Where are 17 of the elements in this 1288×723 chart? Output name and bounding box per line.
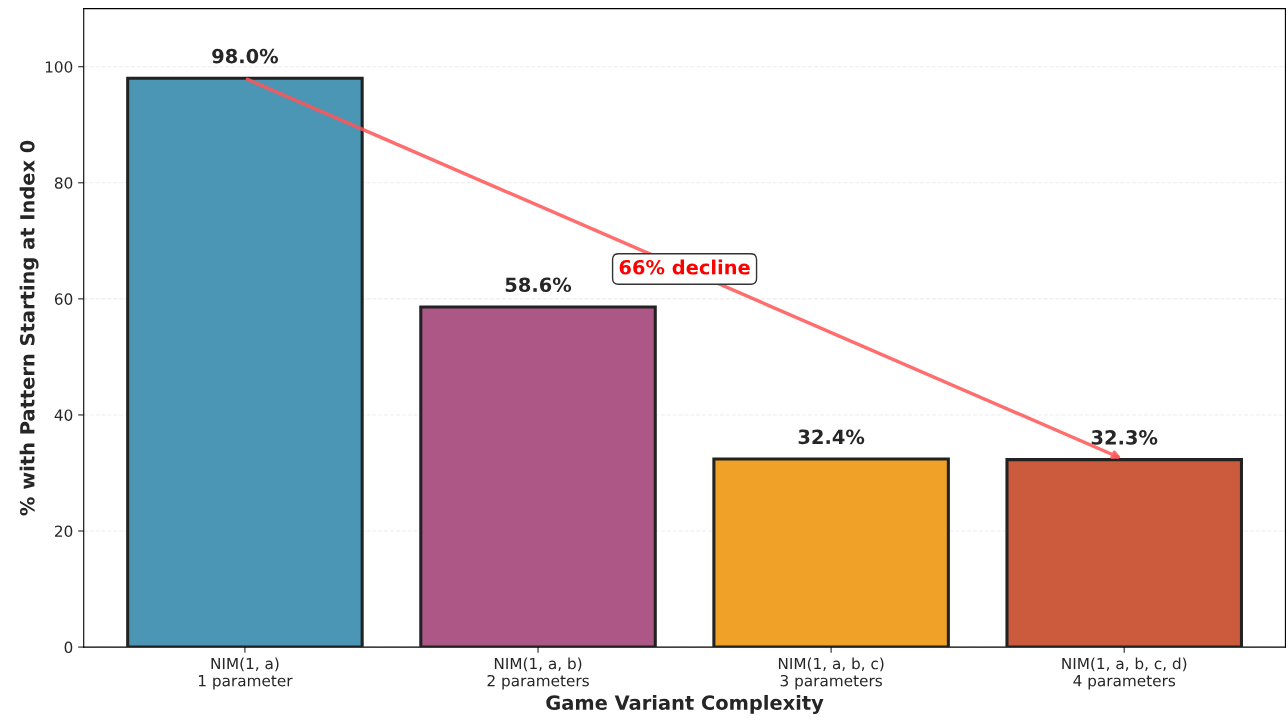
- y-tick-label: 0: [64, 641, 73, 654]
- data-label: 32.3%: [1091, 430, 1158, 445]
- x-tick-label: NIM(1, a) 1 parameter: [198, 657, 293, 690]
- y-axis-title: % with Pattern Starting at Index 0: [19, 140, 39, 516]
- x-tick-label: NIM(1, a, b) 2 parameters: [487, 657, 589, 690]
- x-tick-label: NIM(1, a, b, c, d) 4 parameters: [1062, 657, 1187, 690]
- annotation: 66% decline: [619, 259, 750, 275]
- y-tick-label: 100: [45, 61, 73, 73]
- y-tick-label: 80: [54, 177, 73, 189]
- y-tick-label: 20: [54, 525, 73, 538]
- data-label: 32.4%: [798, 429, 865, 445]
- y-tick-label: 40: [54, 409, 73, 421]
- data-label: 98.0%: [212, 48, 279, 64]
- x-axis-title: Game Variant Complexity: [546, 694, 824, 714]
- y-tick-label: 60: [54, 293, 73, 305]
- data-label: 58.6%: [505, 277, 572, 293]
- x-tick-label: NIM(1, a, b, c) 3 parameters: [778, 657, 884, 690]
